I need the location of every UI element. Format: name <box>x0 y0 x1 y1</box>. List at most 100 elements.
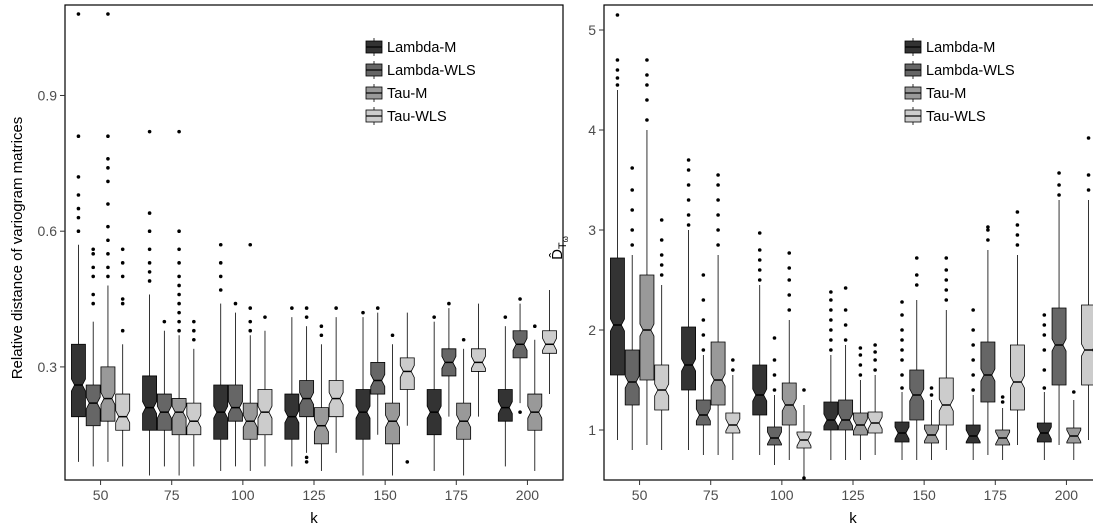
outlier-point <box>76 12 81 16</box>
right-box-tau-m <box>1066 390 1082 460</box>
outlier-point <box>177 283 181 288</box>
box-body <box>228 384 243 422</box>
outlier-point <box>177 229 181 233</box>
outlier-point <box>503 315 508 319</box>
outlier-point <box>120 247 125 252</box>
outlier-point <box>319 324 324 328</box>
box-body <box>115 393 131 431</box>
outlier-point <box>858 373 863 377</box>
outlier-point <box>518 297 522 301</box>
outlier-point <box>76 206 81 211</box>
outlier-point <box>1072 390 1076 394</box>
outlier-point <box>659 238 664 242</box>
outlier-point <box>1015 243 1020 247</box>
left-box-lambda-wls <box>512 297 528 414</box>
outlier-point <box>929 393 934 397</box>
outlier-point <box>1000 400 1005 404</box>
outlier-point <box>986 225 990 229</box>
right-box-tau-wls <box>654 218 670 450</box>
outlier-point <box>731 358 735 362</box>
outlier-point <box>91 247 95 252</box>
outlier-point <box>147 279 152 283</box>
right-y-tick-label: 3 <box>588 222 596 238</box>
left-y-tick-label: 0.9 <box>38 87 58 103</box>
right-box-tau-wls <box>1010 210 1025 445</box>
right-box-lambda-wls <box>980 225 996 455</box>
outlier-point <box>630 208 634 212</box>
outlier-point <box>944 288 949 292</box>
right-box-lambda-m <box>823 290 839 460</box>
right-box-tau-m <box>781 251 797 460</box>
outlier-point <box>1015 233 1020 237</box>
left-y-tick-label: 0.6 <box>38 223 58 239</box>
left-box-lambda-m <box>497 315 513 467</box>
outlier-point <box>1057 193 1061 197</box>
left-box-lambda-m <box>213 242 229 471</box>
outlier-point <box>900 338 904 342</box>
right-box-lambda-m <box>681 158 696 450</box>
outlier-point <box>787 308 792 312</box>
outlier-point <box>686 223 691 227</box>
box-body <box>639 274 655 381</box>
outlier-point <box>829 290 833 294</box>
outlier-point <box>304 460 309 464</box>
outlier-point <box>192 337 196 342</box>
outlier-point <box>1042 368 1047 372</box>
outlier-point <box>701 348 706 352</box>
box-body <box>965 424 981 444</box>
outlier-point <box>106 224 110 229</box>
right-x-tick-label: 75 <box>703 487 719 503</box>
outlier-point <box>829 298 833 302</box>
box-body <box>399 357 415 390</box>
left-box-tau-m <box>527 324 543 471</box>
outlier-point <box>177 328 181 333</box>
left-box-tau-wls <box>115 247 131 467</box>
outlier-point <box>120 328 125 333</box>
outlier-point <box>106 202 110 206</box>
outlier-point <box>1000 395 1005 399</box>
outlier-point <box>147 261 152 265</box>
outlier-point <box>304 315 309 319</box>
outlier-point <box>1042 348 1047 352</box>
left-y-tick-label: 0.3 <box>38 359 58 375</box>
outlier-point <box>944 256 949 260</box>
outlier-point <box>147 229 152 233</box>
right-box-lambda-wls <box>695 273 711 455</box>
outlier-point <box>1057 183 1061 187</box>
right-y-tick-label: 1 <box>588 422 596 438</box>
outlier-point <box>659 273 664 277</box>
left-box-tau-m <box>385 333 400 476</box>
legend-label: Lambda-WLS <box>926 63 1015 79</box>
outlier-point <box>248 319 253 324</box>
box-body <box>710 341 726 406</box>
outlier-point <box>971 308 975 312</box>
left-box-tau-m <box>456 337 472 476</box>
outlier-point <box>971 388 975 392</box>
right-ylabel-subsubscript: ω <box>561 236 570 242</box>
outlier-point <box>390 333 395 338</box>
outlier-point <box>731 368 735 372</box>
outlier-point <box>91 265 95 270</box>
outlier-point <box>858 346 863 350</box>
legend-label: Lambda-M <box>926 40 995 56</box>
left-box-tau-wls <box>328 306 344 453</box>
left-box-tau-m <box>100 12 116 462</box>
outlier-point <box>192 319 196 324</box>
left-box-tau-m <box>171 129 187 476</box>
outlier-point <box>615 13 620 17</box>
outlier-point <box>76 134 81 138</box>
outlier-point <box>1042 386 1047 390</box>
outlier-point <box>334 306 338 310</box>
outlier-point <box>218 261 223 265</box>
outlier-point <box>716 198 720 202</box>
outlier-point <box>843 338 848 342</box>
outlier-point <box>233 301 238 306</box>
outlier-point <box>873 350 877 354</box>
outlier-point <box>290 306 294 310</box>
outlier-point <box>914 283 919 287</box>
outlier-point <box>106 166 110 170</box>
outlier-point <box>858 363 863 367</box>
outlier-point <box>829 338 833 342</box>
outlier-point <box>106 265 110 270</box>
